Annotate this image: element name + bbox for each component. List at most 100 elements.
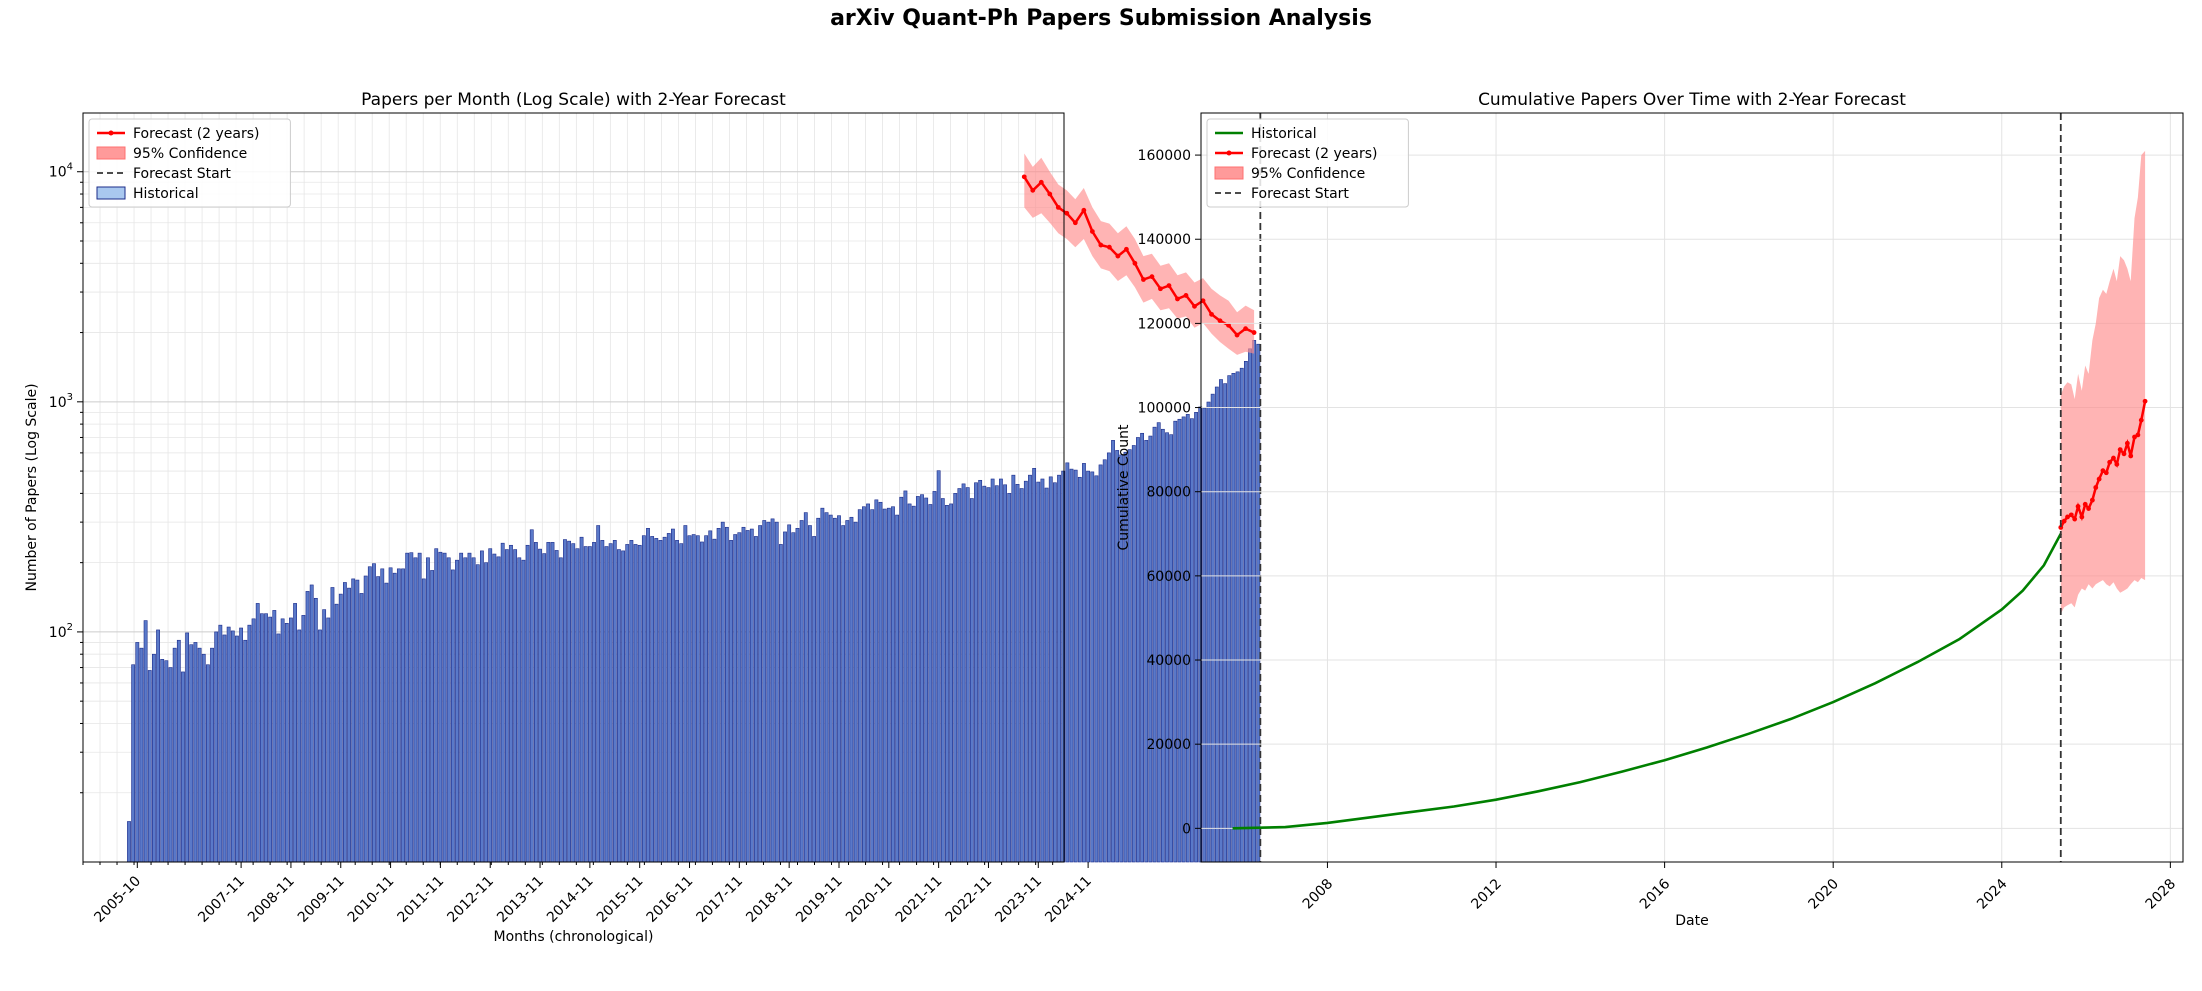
history-bar	[550, 542, 555, 863]
history-bar	[945, 505, 949, 863]
history-bar	[135, 642, 140, 863]
forecast-point	[1064, 210, 1070, 216]
forecast-point	[2082, 501, 2088, 507]
forecast-point	[2107, 459, 2113, 465]
history-bar	[866, 503, 870, 863]
history-bar	[837, 515, 841, 863]
history-bar	[940, 498, 945, 863]
history-bar	[745, 530, 750, 863]
xtick-label: 2008-11	[245, 873, 298, 926]
history-bar	[1090, 471, 1095, 863]
legend-label: Forecast (2 years)	[1251, 146, 1378, 162]
legend-label: Forecast Start	[133, 166, 231, 182]
ytick-label: 80000	[1146, 485, 1191, 501]
history-bar	[1098, 464, 1103, 863]
history-bar	[1040, 478, 1045, 863]
history-bar	[558, 557, 563, 863]
forecast-point	[1106, 244, 1112, 250]
history-bar	[882, 508, 887, 863]
forecast-point	[1038, 179, 1044, 185]
forecast-point	[1166, 283, 1172, 288]
history-bar	[832, 517, 837, 863]
history-bar	[247, 624, 252, 863]
history-bar	[392, 572, 397, 863]
forecast-point	[1149, 274, 1155, 280]
legend-label: 95% Confidence	[133, 146, 247, 162]
history-bar	[625, 544, 630, 863]
right-chart: 0 20000 40000 60000 80000 100000 120000 140000 1…	[1116, 90, 2184, 929]
history-bar	[538, 548, 542, 863]
history-bar	[633, 544, 638, 863]
history-bar	[280, 618, 285, 863]
forecast-point	[2128, 453, 2134, 459]
history-bar	[322, 609, 327, 863]
history-bar	[218, 624, 223, 863]
legend-label: Forecast Start	[1251, 186, 1349, 202]
history-bar	[1185, 414, 1190, 863]
history-bar	[704, 535, 709, 863]
history-bar	[455, 559, 459, 863]
forecast-point	[1124, 246, 1129, 252]
history-bar	[235, 635, 239, 863]
forecast-point	[2103, 470, 2109, 476]
history-bar	[268, 616, 273, 863]
forecast-point	[2138, 417, 2144, 423]
history-bar	[1239, 367, 1244, 863]
ytick-exponent: 2	[67, 622, 73, 633]
history-bar	[1173, 420, 1178, 863]
history-bar	[612, 540, 617, 863]
ytick-label: 102	[49, 622, 73, 641]
history-bar	[214, 631, 219, 863]
history-bar	[853, 521, 858, 863]
ytick-exponent: 3	[67, 392, 73, 403]
history-bar	[1048, 476, 1053, 863]
xtick-label: 2024-11	[1042, 873, 1095, 926]
history-bar	[1119, 454, 1124, 863]
history-bar	[637, 544, 642, 863]
history-bar	[1202, 407, 1207, 863]
history-bar	[139, 647, 144, 863]
history-bar	[513, 549, 518, 863]
history-bar	[239, 627, 244, 863]
history-bar	[949, 503, 953, 863]
history-bar	[1181, 416, 1186, 863]
figure-title: arXiv Quant-Ph Papers Submission Analysi…	[830, 6, 1372, 31]
xtick-label: 2012	[1468, 876, 1505, 913]
legend-label: 95% Confidence	[1251, 166, 1365, 182]
history-bar	[592, 542, 596, 863]
history-bar	[1152, 426, 1157, 863]
left-xaxis-label: Months (chronological)	[494, 929, 654, 945]
history-bar	[297, 629, 302, 863]
history-bar	[152, 653, 156, 863]
legend-label: Historical	[1251, 126, 1317, 142]
forecast-point	[2079, 514, 2085, 520]
legend-label: Forecast (2 years)	[133, 126, 260, 142]
history-bar	[1003, 484, 1007, 863]
history-bar	[621, 550, 625, 863]
history-bar	[521, 559, 526, 863]
legend-swatch	[96, 186, 126, 200]
legend-box	[1206, 118, 1409, 208]
history-bar	[463, 557, 468, 863]
history-bar	[783, 531, 787, 863]
history-bar	[654, 538, 659, 863]
history-bar	[1007, 493, 1012, 863]
history-bar	[509, 544, 513, 863]
forecast-point	[1141, 277, 1146, 282]
history-bar	[924, 497, 929, 863]
forecast-point	[2096, 476, 2102, 482]
xtick-label: 2024	[1974, 876, 2011, 913]
forecast-point	[2061, 518, 2067, 524]
xtick-label: 2014-11	[544, 873, 597, 926]
history-bar	[160, 659, 165, 863]
history-bar	[799, 520, 804, 863]
history-bar	[355, 579, 360, 863]
history-bar	[932, 491, 937, 863]
history-bar	[367, 566, 372, 863]
forecast-point	[1072, 220, 1078, 226]
history-bar	[1190, 418, 1194, 863]
history-bar	[1077, 476, 1082, 863]
forecast-point	[2068, 512, 2074, 518]
forecast-point	[1251, 330, 1257, 335]
